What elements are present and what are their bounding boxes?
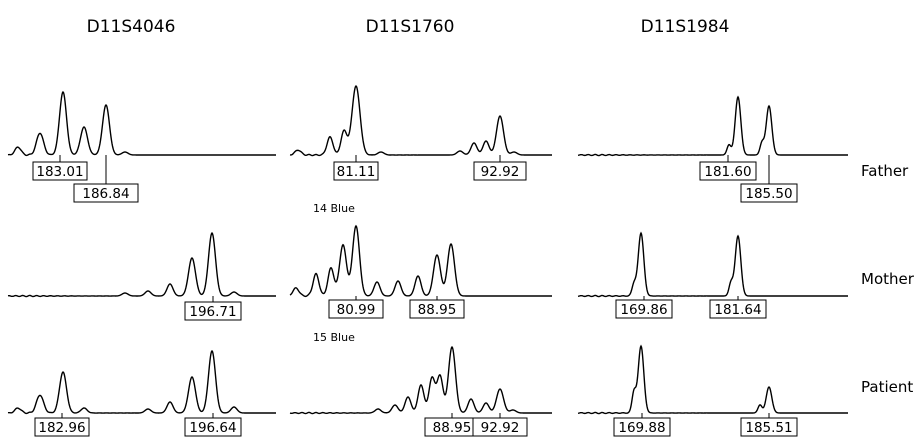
individual-label: Father [861, 162, 909, 180]
peak-label: 196.71 [189, 304, 236, 320]
peak-label: 196.64 [189, 420, 236, 436]
trace-line [289, 224, 552, 298]
peak-label-box [740, 183, 798, 203]
marker-header: D11S1984 [641, 17, 730, 37]
trace-line [577, 231, 848, 298]
peak-label: 185.50 [745, 186, 792, 202]
peak-label: 185.51 [745, 420, 792, 436]
peak-label: 88.95 [418, 302, 457, 318]
peak-label: 88.95 [433, 420, 472, 436]
trace-line [7, 231, 276, 298]
peak-label-box [613, 417, 671, 437]
peak-label-box [615, 299, 673, 319]
dye-note: 14 Blue [313, 202, 355, 215]
peak-label-box [473, 161, 527, 181]
peak-label: 181.60 [704, 164, 751, 180]
individual-label: Mother [861, 270, 915, 288]
peak-label-box [472, 417, 528, 437]
peak-label: 169.88 [618, 420, 665, 436]
peak-label: 182.96 [38, 420, 85, 436]
peak-label-box [32, 161, 88, 181]
trace-line [7, 90, 276, 157]
individual-label: Patient [861, 378, 913, 396]
peak-label-box [699, 161, 757, 181]
peak-label-box [740, 417, 798, 437]
marker-header: D11S1760 [366, 17, 455, 37]
trace-line [7, 349, 276, 415]
peak-label: 92.92 [481, 164, 520, 180]
dye-note: 15 Blue [313, 331, 355, 344]
peak-label-box [73, 183, 139, 203]
trace-line [577, 344, 848, 415]
peak-label: 81.11 [337, 164, 376, 180]
peak-label: 183.01 [36, 164, 83, 180]
peak-label-box [709, 299, 767, 319]
trace-line [577, 95, 848, 157]
peak-label-box [328, 299, 384, 319]
peak-label-box [409, 299, 465, 319]
peak-label-box [34, 417, 90, 437]
trace-line [289, 84, 552, 157]
peak-label: 181.64 [714, 302, 761, 318]
peak-label: 186.84 [82, 186, 129, 202]
marker-header: D11S4046 [87, 17, 176, 37]
peak-label-box [333, 161, 379, 181]
peak-label: 169.86 [620, 302, 667, 318]
peak-label: 92.92 [481, 420, 520, 436]
trace-line [289, 345, 552, 415]
peak-label-box [184, 417, 242, 437]
peak-label: 80.99 [337, 302, 376, 318]
peak-label-box [184, 301, 242, 321]
